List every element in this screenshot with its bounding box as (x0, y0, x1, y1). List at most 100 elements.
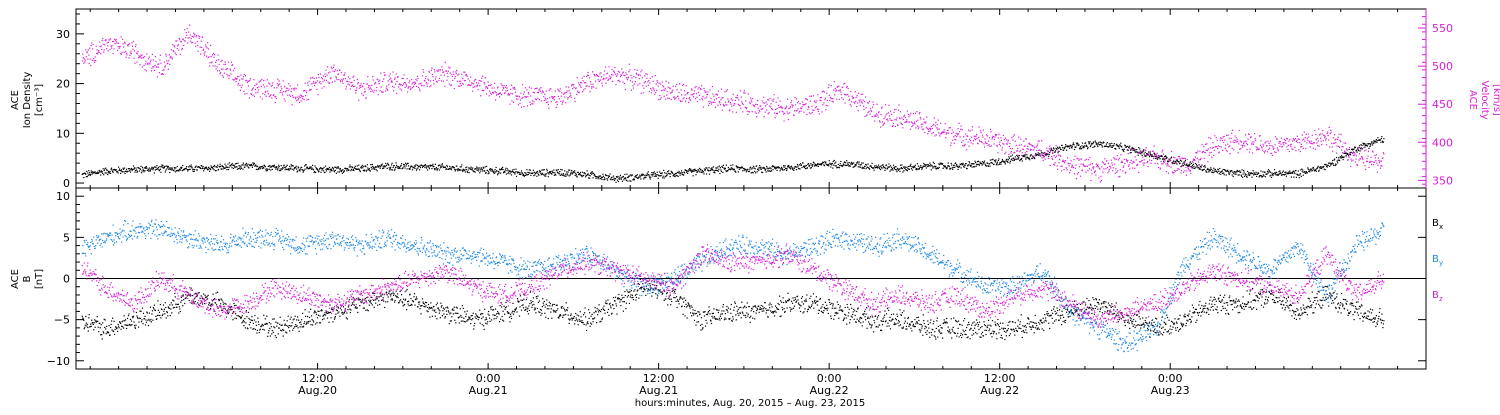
velocity-point (907, 110, 908, 111)
ion-density-point (203, 170, 204, 171)
velocity-point (511, 100, 512, 101)
ion-density-point (636, 175, 637, 176)
velocity-point (877, 104, 878, 105)
ion-density-point (885, 168, 886, 169)
ion-density-point (896, 171, 897, 172)
velocity-point (395, 77, 396, 78)
velocity-point (841, 97, 842, 98)
ion-density-point (414, 168, 415, 169)
velocity-point (664, 96, 665, 97)
ion-density-point (305, 169, 306, 170)
ion-density-point (933, 162, 934, 163)
velocity-point (547, 101, 548, 102)
ion-density-point (1228, 171, 1229, 172)
velocity-point (145, 61, 146, 62)
velocity-point (799, 111, 800, 112)
ion-density-point (654, 171, 655, 172)
velocity-point (566, 86, 567, 87)
velocity-point (757, 100, 758, 101)
velocity-point (817, 94, 818, 95)
velocity-point (1039, 149, 1040, 150)
velocity-point (591, 84, 592, 85)
ion-density-point (726, 165, 727, 166)
velocity-point (655, 92, 656, 93)
velocity-point (791, 100, 792, 101)
velocity-point (945, 123, 946, 124)
velocity-point (732, 100, 733, 101)
velocity-point (815, 102, 816, 103)
velocity-point (288, 83, 289, 84)
ion-density-point (1138, 147, 1139, 148)
velocity-point (1036, 146, 1037, 147)
velocity-point (85, 49, 86, 50)
ion-density-point (1209, 169, 1210, 170)
ion-density-point (1182, 163, 1183, 164)
velocity-point (193, 33, 194, 34)
velocity-point (460, 81, 461, 82)
ion-density-point (653, 174, 654, 175)
velocity-point (511, 85, 512, 86)
velocity-point (660, 84, 661, 85)
velocity-point (649, 82, 650, 83)
velocity-point (581, 82, 582, 83)
ion-density-point (761, 169, 762, 170)
velocity-point (712, 94, 713, 95)
ion-density-point (1089, 142, 1090, 143)
velocity-point (159, 72, 160, 73)
velocity-point (408, 86, 409, 87)
ion-density-point (1269, 170, 1270, 171)
ion-density-point (956, 164, 957, 165)
velocity-point (756, 116, 757, 117)
velocity-point (319, 81, 320, 82)
velocity-point (833, 101, 834, 102)
ion-density-point (108, 171, 109, 172)
ion-density-point (892, 170, 893, 171)
velocity-point (683, 84, 684, 85)
ion-density-point (425, 164, 426, 165)
velocity-point (144, 56, 145, 57)
velocity-point (768, 99, 769, 100)
ion-density-point (241, 168, 242, 169)
velocity-point (194, 34, 195, 35)
velocity-point (720, 99, 721, 100)
velocity-point (699, 95, 700, 96)
ion-density-point (640, 176, 641, 177)
velocity-point (443, 81, 444, 82)
ion-density-point (521, 170, 522, 171)
velocity-point (860, 99, 861, 100)
ion-density-point (1017, 156, 1018, 157)
velocity-point (632, 85, 633, 86)
velocity-point (819, 113, 820, 114)
velocity-point (988, 144, 989, 145)
ion-density-point (100, 174, 101, 175)
velocity-point (996, 134, 997, 135)
velocity-point (378, 81, 379, 82)
velocity-point (327, 66, 328, 67)
velocity-point (434, 69, 435, 70)
velocity-point (505, 87, 506, 88)
velocity-point (126, 53, 127, 54)
velocity-point (86, 56, 87, 57)
velocity-point (1101, 180, 1102, 181)
velocity-point (342, 83, 343, 84)
ion-density-point (1313, 167, 1314, 168)
ion-density-point (1239, 174, 1240, 175)
velocity-point (922, 124, 923, 125)
ion-density-point (1041, 150, 1042, 151)
velocity-point (571, 85, 572, 86)
ion-density-point (1254, 172, 1255, 173)
ion-density-point (899, 168, 900, 169)
velocity-point (612, 81, 613, 82)
ion-density-point (773, 169, 774, 170)
velocity-point (294, 89, 295, 90)
velocity-point (522, 84, 523, 85)
velocity-point (765, 105, 766, 106)
velocity-point (389, 76, 390, 77)
velocity-point (308, 85, 309, 86)
ion-density-point (1148, 151, 1149, 152)
ion-density-point (1272, 175, 1273, 176)
velocity-point (251, 94, 252, 95)
velocity-point (921, 126, 922, 127)
ion-density-point (971, 165, 972, 166)
ion-density-point (192, 167, 193, 168)
